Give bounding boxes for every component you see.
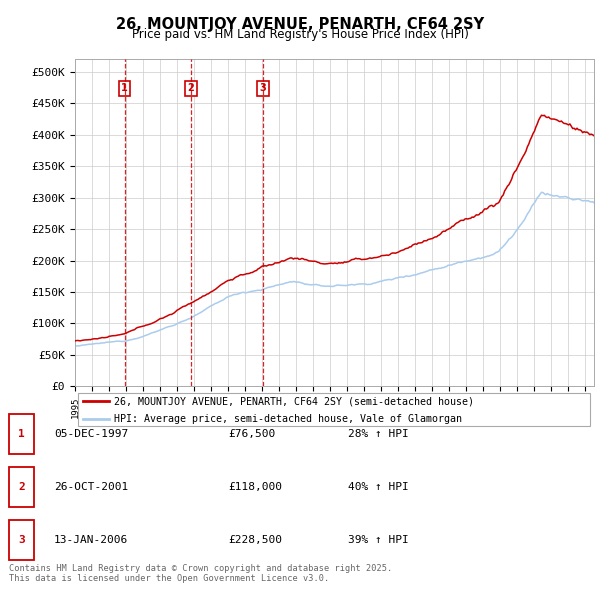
Text: 28% ↑ HPI: 28% ↑ HPI	[348, 429, 409, 438]
Text: HPI: Average price, semi-detached house, Vale of Glamorgan: HPI: Average price, semi-detached house,…	[114, 414, 462, 424]
Text: 26-OCT-2001: 26-OCT-2001	[54, 482, 128, 491]
Text: £228,500: £228,500	[228, 535, 282, 545]
Text: 26, MOUNTJOY AVENUE, PENARTH, CF64 2SY (semi-detached house): 26, MOUNTJOY AVENUE, PENARTH, CF64 2SY (…	[114, 396, 474, 406]
Text: £76,500: £76,500	[228, 429, 275, 438]
Text: Contains HM Land Registry data © Crown copyright and database right 2025.
This d: Contains HM Land Registry data © Crown c…	[9, 563, 392, 583]
Text: 13-JAN-2006: 13-JAN-2006	[54, 535, 128, 545]
Text: 3: 3	[259, 83, 266, 93]
Text: 3: 3	[18, 535, 25, 545]
Text: 05-DEC-1997: 05-DEC-1997	[54, 429, 128, 438]
Text: 2: 2	[188, 83, 194, 93]
Text: 40% ↑ HPI: 40% ↑ HPI	[348, 482, 409, 491]
Text: 39% ↑ HPI: 39% ↑ HPI	[348, 535, 409, 545]
FancyBboxPatch shape	[77, 392, 590, 427]
Text: £118,000: £118,000	[228, 482, 282, 491]
Text: Price paid vs. HM Land Registry's House Price Index (HPI): Price paid vs. HM Land Registry's House …	[131, 28, 469, 41]
Text: 2: 2	[18, 482, 25, 491]
Text: 26, MOUNTJOY AVENUE, PENARTH, CF64 2SY: 26, MOUNTJOY AVENUE, PENARTH, CF64 2SY	[116, 17, 484, 31]
Text: 1: 1	[121, 83, 128, 93]
Text: 1: 1	[18, 429, 25, 438]
